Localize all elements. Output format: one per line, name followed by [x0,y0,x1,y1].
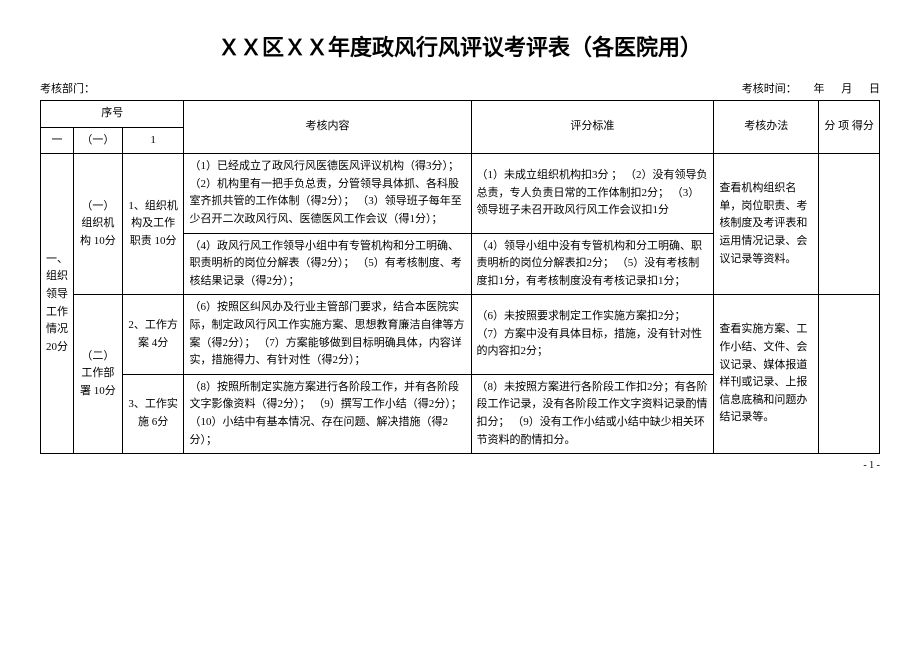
col1-category: 一、组织领导工作情况 20分 [41,154,74,454]
section1-label: （一）组织机构 10分 [74,154,123,295]
item2-content: （6）按照区纠风办及行业主管部门要求，结合本医院实际，制定政风行风工作实施方案、… [184,295,471,374]
section2-label: （二）工作部署 10分 [74,295,123,454]
hdr-score: 分 项 得分 [819,101,880,154]
table-row: 一、组织领导工作情况 20分 （一）组织机构 10分 1、组织机构及工作职责 1… [41,154,880,233]
item1-standard-a: （1）未成立组织机构扣3分 ； （2）没有领导负总责，专人负责日常的工作体制扣2… [471,154,714,233]
section1-method: 查看机构组织名单，岗位职责、考核制度及考评表和运用情况记录、会议记录等资料。 [714,154,819,295]
item1-label: 1、组织机构及工作职责 10分 [122,154,184,295]
evaluation-table: 序号 考核内容 评分标准 考核办法 分 项 得分 一 （一） 1 一、组织领导工… [40,100,880,454]
item1-content-b: （4）政风行风工作领导小组中有专管机构和分工明确、职责明析的岗位分解表（得2分）… [184,233,471,295]
table-row: （二）工作部署 10分 2、工作方案 4分 （6）按照区纠风办及行业主管部门要求… [41,295,880,374]
section2-method: 查看实施方案、工作小结、文件、会议记录、媒体报道样刊或记录、上报信息底稿和问题办… [714,295,819,454]
date-label: 考核时间： 年 月 日 [728,80,880,96]
dept-label: 考核部门： [40,80,95,96]
hdr-content: 考核内容 [184,101,471,154]
item1-standard-b: （4）领导小组中没有专管机构和分工明确、职责明析的岗位分解表扣2分； （5）没有… [471,233,714,295]
item2-standard: （6）未按照要求制定工作实施方案扣2分； （7）方案中没有具体目标，措施，没有针… [471,295,714,374]
page-number: - 1 - [40,460,880,471]
table-header-row: 序号 考核内容 评分标准 考核办法 分 项 得分 [41,101,880,128]
score-cell [819,154,880,295]
item3-content: （8）按照所制定实施方案进行各阶段工作，并有各阶段文字影像资料（得2分）； （9… [184,374,471,453]
hdr-method: 考核办法 [714,101,819,154]
page-title: ＸＸ区ＸＸ年度政风行风评议考评表（各医院用） [40,30,880,62]
score-cell [819,295,880,454]
hdr-h2: （一） [74,127,123,154]
item3-label: 3、工作实施 6分 [122,374,184,453]
item2-label: 2、工作方案 4分 [122,295,184,374]
hdr-seq: 序号 [41,101,184,128]
hdr-h1: 一 [41,127,74,154]
hdr-h3: 1 [122,127,184,154]
item1-content-a: （1）已经成立了政风行风医德医风评议机构（得3分）； （2）机构里有一把手负总责… [184,154,471,233]
hdr-standard: 评分标准 [471,101,714,154]
item3-standard: （8）未按照方案进行各阶段工作扣2分；有各阶段工作记录，没有各阶段工作文字资料记… [471,374,714,453]
meta-row: 考核部门： 考核时间： 年 月 日 [40,80,880,96]
